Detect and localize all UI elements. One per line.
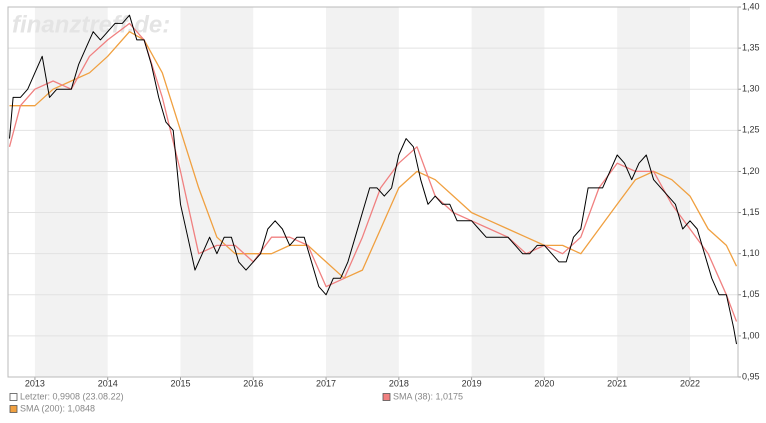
y-tick-label: 1,20 (742, 166, 760, 176)
x-tick-label: 2020 (534, 378, 554, 388)
watermark: finanztreff.de: (12, 11, 170, 38)
y-tick-label: 1,00 (742, 330, 760, 340)
x-tick-label: 2017 (316, 378, 336, 388)
series-line (8, 22, 738, 322)
y-tick-label: 0,95 (742, 371, 760, 381)
year-band (180, 7, 254, 377)
y-tick-label: 1,35 (742, 42, 760, 52)
year-band (326, 7, 399, 377)
y-tick-label: 1,40 (742, 1, 760, 11)
x-tick-label: 2015 (170, 378, 190, 388)
legend-swatch (382, 393, 391, 401)
legend-label: SMA (38): 1,0175 (393, 391, 463, 401)
legend-swatch (9, 393, 18, 401)
x-tick-label: 2022 (680, 378, 700, 388)
year-band (34, 7, 108, 377)
legend-label: Letzter: 0,9908 (23.08.22) (20, 391, 124, 401)
x-tick-label: 2021 (607, 378, 627, 388)
x-tick-label: 2014 (98, 378, 118, 388)
y-tick-label: 1,10 (742, 248, 760, 258)
y-tick-label: 1,30 (742, 84, 760, 94)
y-tick-label: 1,25 (742, 125, 760, 135)
legend-swatch (9, 405, 18, 413)
x-tick-label: 2019 (462, 378, 482, 388)
y-tick-label: 1,05 (742, 289, 760, 299)
legend-label: SMA (200): 1,0848 (20, 403, 95, 413)
x-tick-label: 2013 (25, 378, 45, 388)
year-band (471, 7, 545, 377)
plot-border (7, 6, 739, 378)
series-line (9, 31, 738, 279)
y-tick-label: 1,15 (742, 207, 760, 217)
x-tick-label: 2018 (389, 378, 409, 388)
year-band (617, 7, 690, 377)
series-line (9, 14, 737, 345)
x-tick-label: 2016 (243, 378, 263, 388)
